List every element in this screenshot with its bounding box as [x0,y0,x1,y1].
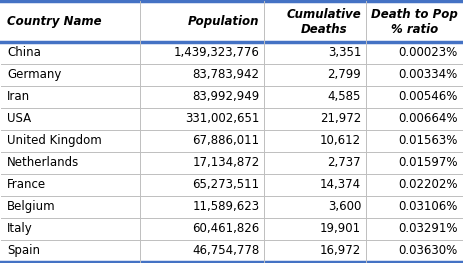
Text: Netherlands: Netherlands [7,156,79,169]
Text: 17,134,872: 17,134,872 [192,156,259,169]
Text: 60,461,826: 60,461,826 [192,222,259,235]
Text: 46,754,778: 46,754,778 [192,244,259,257]
Text: 2,799: 2,799 [327,68,360,81]
Text: 331,002,651: 331,002,651 [185,112,259,125]
Text: 11,589,623: 11,589,623 [192,200,259,213]
Text: France: France [7,178,46,191]
Text: Population: Population [188,15,259,28]
Text: 1,439,323,776: 1,439,323,776 [174,46,259,59]
Text: 0.00334%: 0.00334% [398,68,457,81]
Text: 83,992,949: 83,992,949 [192,90,259,103]
Text: 0.03630%: 0.03630% [398,244,457,257]
Text: 0.00546%: 0.00546% [398,90,457,103]
Text: 3,351: 3,351 [327,46,360,59]
Text: 0.03291%: 0.03291% [398,222,457,235]
Text: 67,886,011: 67,886,011 [192,134,259,147]
Text: 21,972: 21,972 [319,112,360,125]
Text: USA: USA [7,112,31,125]
Text: Iran: Iran [7,90,30,103]
Text: 4,585: 4,585 [327,90,360,103]
Text: 0.00664%: 0.00664% [398,112,457,125]
Text: 16,972: 16,972 [319,244,360,257]
Text: 0.03106%: 0.03106% [398,200,457,213]
Text: 19,901: 19,901 [319,222,360,235]
Text: Belgium: Belgium [7,200,56,213]
Text: 10,612: 10,612 [319,134,360,147]
Text: 65,273,511: 65,273,511 [192,178,259,191]
Text: 0.02202%: 0.02202% [398,178,457,191]
Text: 83,783,942: 83,783,942 [192,68,259,81]
Text: Cumulative
Deaths: Cumulative Deaths [286,8,360,36]
Text: United Kingdom: United Kingdom [7,134,101,147]
Text: Country Name: Country Name [7,15,101,28]
Text: 0.00023%: 0.00023% [398,46,457,59]
Text: 2,737: 2,737 [327,156,360,169]
Text: 3,600: 3,600 [327,200,360,213]
Text: Spain: Spain [7,244,40,257]
Text: China: China [7,46,41,59]
Text: 14,374: 14,374 [319,178,360,191]
Text: Germany: Germany [7,68,61,81]
Text: Italy: Italy [7,222,32,235]
Text: 0.01563%: 0.01563% [398,134,457,147]
Text: 0.01597%: 0.01597% [398,156,457,169]
Text: Death to Pop
% ratio: Death to Pop % ratio [370,8,457,36]
